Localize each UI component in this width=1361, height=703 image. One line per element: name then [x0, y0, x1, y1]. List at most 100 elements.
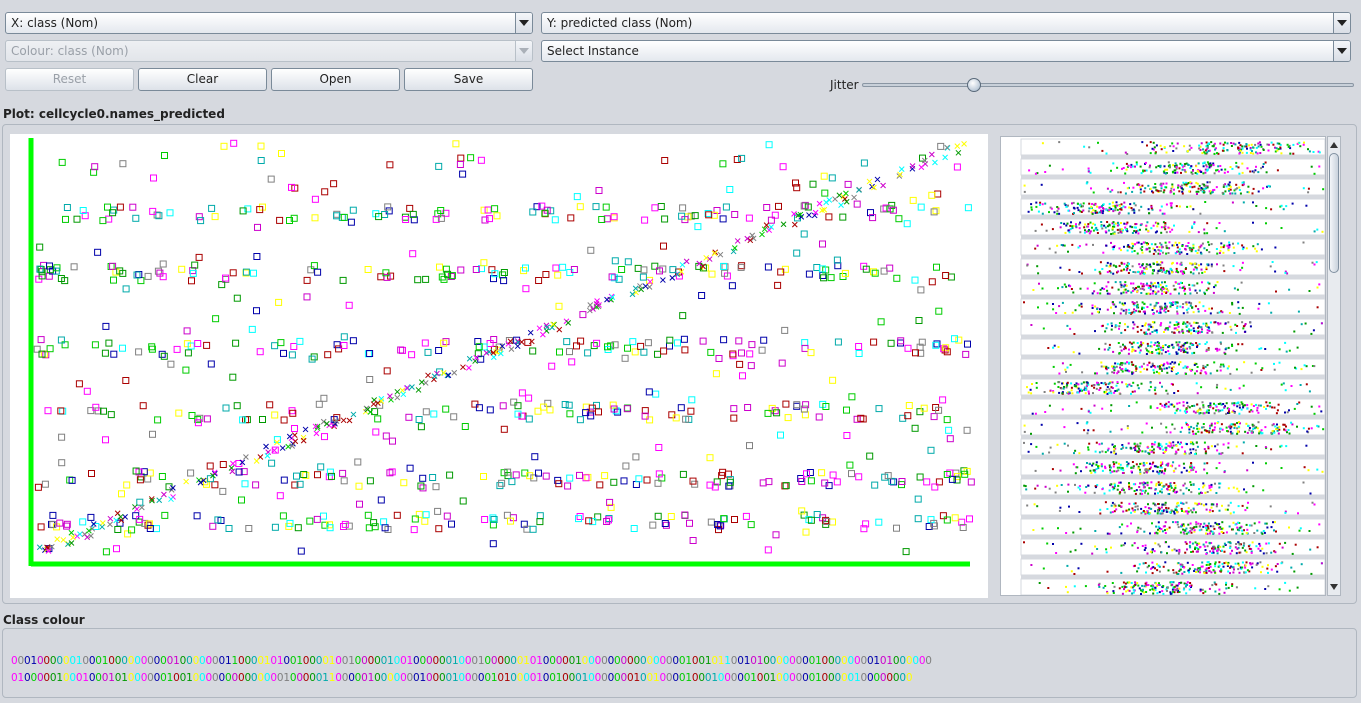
attribute-bar[interactable] [1020, 478, 1325, 496]
legend-class-label[interactable]: 0 [426, 655, 433, 667]
legend-class-label[interactable]: 1 [173, 655, 180, 667]
legend-class-label[interactable]: 0 [490, 655, 498, 667]
legend-class-label[interactable]: 1 [477, 655, 485, 667]
legend-class-label[interactable]: 0 [82, 655, 89, 667]
scatter-plot-area[interactable] [10, 134, 988, 598]
legend-class-label[interactable]: 0 [250, 655, 258, 667]
legend-class-label[interactable]: 0 [49, 655, 57, 667]
legend-class-label[interactable]: 0 [302, 655, 310, 667]
legend-class-label[interactable]: 0 [114, 655, 122, 667]
legend-class-label[interactable]: 0 [309, 655, 316, 667]
legend-class-label[interactable]: 0 [393, 655, 401, 667]
legend-class-label[interactable]: 1 [523, 655, 530, 667]
legend-class-label[interactable]: 0 [153, 655, 161, 667]
legend-class-label[interactable]: 1 [406, 655, 414, 667]
legend-class-label[interactable]: 1 [75, 655, 83, 667]
legend-class-label[interactable]: 0 [62, 655, 70, 667]
legend-class-label[interactable]: 0 [283, 655, 290, 667]
legend-class-label[interactable]: 0 [140, 655, 148, 667]
legend-class-label[interactable]: 0 [497, 655, 504, 667]
attribute-bars-panel[interactable] [1000, 136, 1326, 596]
legend-class-label[interactable]: 0 [270, 655, 277, 667]
save-button[interactable]: Save [404, 68, 533, 91]
jitter-slider[interactable] [862, 78, 1354, 92]
legend-class-label[interactable]: 0 [413, 655, 420, 667]
legend-class-label[interactable]: 1 [536, 655, 543, 667]
legend-class-label[interactable]: 0 [322, 655, 329, 667]
chevron-down-icon[interactable] [1333, 41, 1350, 61]
legend-class-label[interactable]: 0 [179, 655, 187, 667]
legend-class-label[interactable]: 0 [374, 655, 381, 667]
legend-class-label[interactable]: 0 [11, 655, 18, 667]
legend-class-label[interactable]: 0 [160, 655, 167, 667]
legend-class-label[interactable]: 0 [289, 655, 297, 667]
legend-class-label[interactable]: 0 [419, 655, 427, 667]
legend-class-label[interactable]: 0 [134, 655, 141, 667]
arrow-down-icon[interactable] [1328, 581, 1340, 593]
legend-class-label[interactable]: 0 [56, 655, 63, 667]
jitter-slider-track[interactable] [862, 83, 1354, 87]
legend-class-label[interactable]: 0 [510, 655, 517, 667]
legend-class-label[interactable]: 1 [296, 655, 303, 667]
chevron-down-icon[interactable] [515, 13, 532, 33]
open-button[interactable]: Open [271, 68, 400, 91]
legend-class-label[interactable]: 0 [458, 655, 465, 667]
slider-knob-icon[interactable] [967, 78, 982, 92]
attribute-bars[interactable] [1001, 137, 1326, 596]
scrollbar-thumb[interactable] [1329, 153, 1339, 273]
legend-class-label[interactable]: 1 [101, 655, 109, 667]
legend-class-label[interactable]: 0 [69, 655, 76, 667]
legend-class-label[interactable]: 0 [127, 655, 135, 667]
legend-class-label[interactable]: 0 [257, 655, 264, 667]
legend-class-label[interactable]: 0 [17, 655, 24, 667]
legend-class-label[interactable]: 0 [432, 655, 439, 667]
legend-class-label[interactable]: 0 [43, 655, 50, 667]
legend-class-label[interactable]: 0 [147, 655, 154, 667]
legend-class-label[interactable]: 1 [231, 655, 238, 667]
legend-class-label[interactable]: 0 [23, 655, 31, 667]
attribute-bar[interactable] [1020, 538, 1325, 556]
legend-class-label[interactable]: 0 [199, 655, 206, 667]
legend-class-label[interactable]: 0 [186, 655, 193, 667]
legend-class-label[interactable]: 0 [244, 655, 251, 667]
legend-class-label[interactable]: 0 [341, 655, 349, 667]
legend-class-label[interactable]: 1 [328, 655, 336, 667]
legend-class-label[interactable]: 1 [276, 655, 284, 667]
legend-class-label[interactable]: 0 [36, 655, 44, 667]
legend-class-label[interactable]: 1 [30, 655, 37, 667]
chevron-down-icon[interactable] [1333, 13, 1350, 33]
attribute-bar[interactable] [1020, 398, 1325, 416]
legend-class-label[interactable]: 0 [121, 655, 128, 667]
y-axis-select[interactable]: Y: predicted class (Nom) [541, 12, 1351, 34]
legend-class-label[interactable]: 0 [205, 655, 213, 667]
legend-class-label[interactable]: 0 [315, 655, 323, 667]
legend-class-label[interactable]: 0 [361, 655, 368, 667]
legend-class-label[interactable]: 0 [354, 655, 362, 667]
scatter-plot[interactable] [10, 134, 988, 598]
legend-class-label[interactable]: 0 [516, 655, 524, 667]
legend-class-label[interactable]: 0 [464, 655, 472, 667]
legend-class-label[interactable]: 0 [108, 655, 115, 667]
arrow-up-icon[interactable] [1328, 139, 1340, 151]
clear-button[interactable]: Clear [138, 68, 267, 91]
legend-class-label[interactable]: 0 [335, 655, 342, 667]
legend-class-label[interactable]: 0 [400, 655, 407, 667]
legend-class-label[interactable]: 0 [503, 655, 511, 667]
legend-class-label[interactable]: 1 [224, 655, 232, 667]
legend-class-label[interactable]: 0 [471, 655, 478, 667]
legend-class-label[interactable]: 0 [367, 655, 375, 667]
legend-class-label[interactable]: 0 [218, 655, 226, 667]
legend-class-label[interactable]: 1 [451, 655, 459, 667]
attribute-bar[interactable] [1020, 238, 1325, 256]
legend-class-label[interactable]: 1 [348, 655, 355, 667]
legend-class-label[interactable]: 0 [380, 655, 388, 667]
legend-class-label[interactable]: 0 [529, 655, 537, 667]
x-axis-select[interactable]: X: class (Nom) [5, 12, 533, 34]
legend-class-label[interactable]: 0 [95, 655, 102, 667]
attribute-bar[interactable] [1020, 218, 1325, 236]
select-instance-select[interactable]: Select Instance [541, 40, 1351, 62]
attribute-scrollbar[interactable] [1327, 136, 1341, 596]
legend-class-label[interactable]: 1 [263, 655, 271, 667]
legend-class-label[interactable]: 0 [212, 655, 219, 667]
legend-class-label[interactable]: 0 [88, 655, 96, 667]
